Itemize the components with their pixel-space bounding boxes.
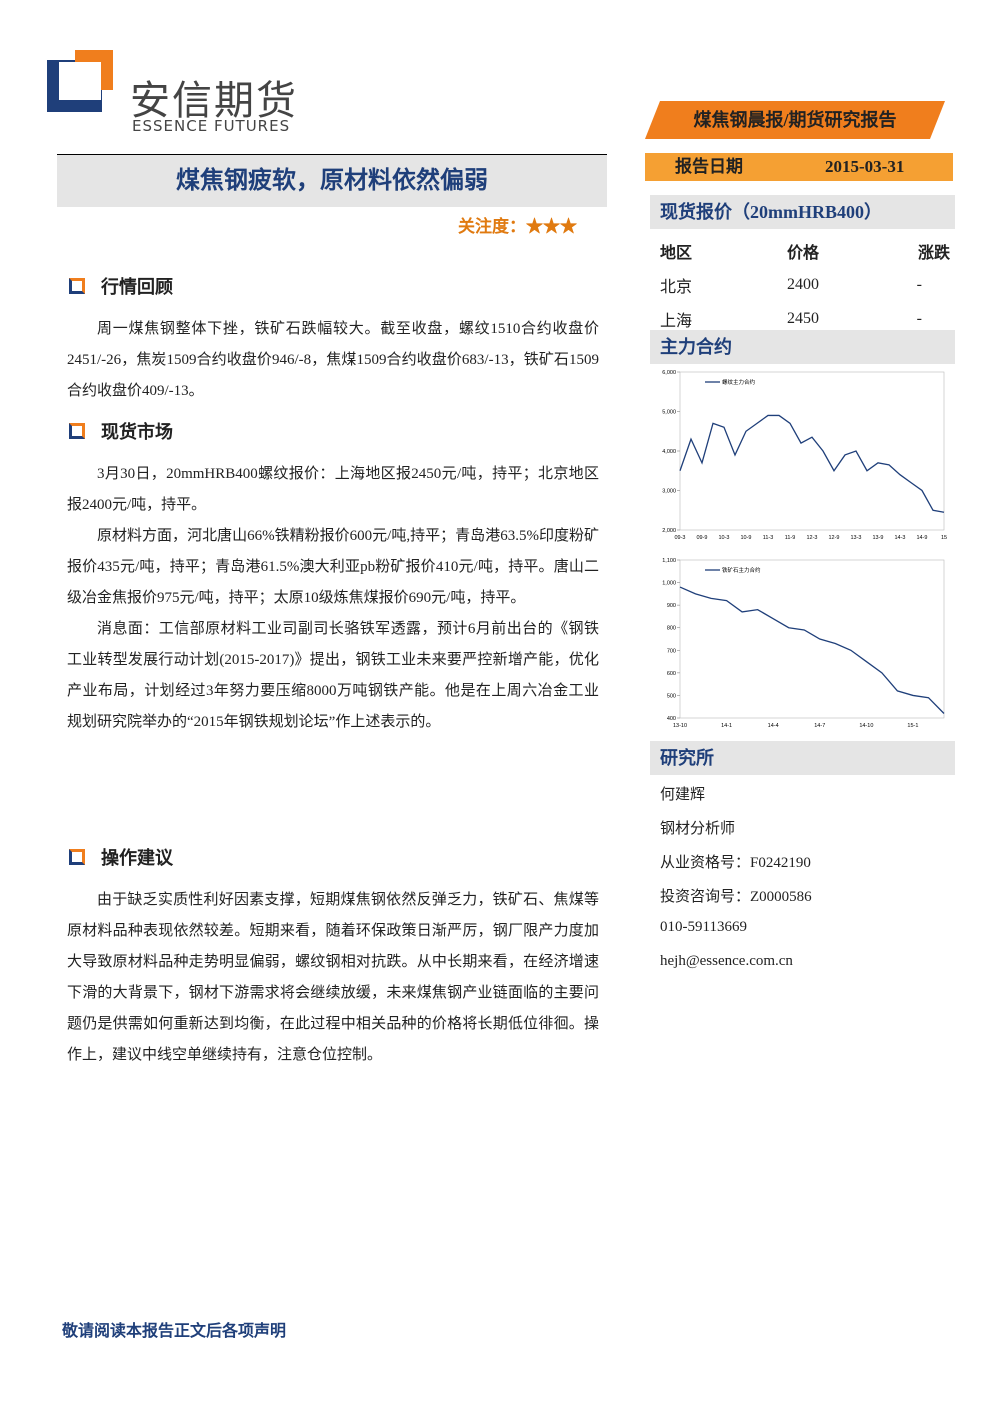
y-tick-label: 800: [667, 626, 676, 632]
contract-heading: 主力合约: [650, 330, 955, 364]
research-line: 何建辉: [660, 787, 706, 803]
x-tick-label: 14-1: [721, 723, 732, 729]
y-tick-label: 700: [667, 648, 676, 654]
date-bar: 报告日期 2015-03-31: [645, 153, 953, 181]
x-tick-label: 15: [941, 535, 947, 541]
x-tick-label: 10-9: [740, 535, 751, 541]
section-heading: 操作建议: [67, 843, 599, 873]
x-tick-label: 14-10: [859, 723, 873, 729]
cell: 上海: [660, 313, 693, 330]
x-tick-label: 14-4: [768, 723, 779, 729]
x-tick-label: 13-10: [673, 723, 687, 729]
research-line: 010-59113669: [660, 919, 747, 935]
research-line: hejh@essence.com.cn: [660, 953, 793, 969]
paragraph: 周一煤焦钢整体下挫，铁矿石跌幅较大。截至收盘，螺纹1510合约收盘价2451/-…: [67, 321, 599, 399]
section: 操作建议由于缺乏实质性利好因素支撑，短期煤焦钢依然反弹乏力，铁矿石、焦煤等原材料…: [67, 843, 599, 1071]
cell: 北京: [660, 279, 693, 296]
date-label: 报告日期: [675, 157, 743, 176]
col-head: 涨跌: [917, 245, 950, 262]
date: 2015-03-31: [825, 157, 905, 176]
y-tick-label: 900: [667, 603, 676, 609]
research-heading: 研究所: [650, 741, 955, 775]
y-tick-label: 3,000: [662, 489, 676, 495]
logo-mark: [47, 50, 113, 112]
cell: -: [916, 276, 922, 293]
chart: 2,000 3,000 4,000 5,000 6,000 09-3 09-9 10-3 10-…: [662, 370, 947, 541]
line: [679, 586, 945, 714]
research-line: 钢材分析师: [660, 821, 736, 837]
title: 煤焦钢疲软，原材料依然偏弱: [57, 154, 607, 207]
cell: 2400: [787, 276, 820, 293]
x-tick-label: 10-3: [718, 535, 729, 541]
cell: 2450: [787, 310, 820, 327]
logo-text: 安信期货: [130, 78, 298, 124]
footer: 敬请阅读本报告正文后各项声明: [62, 1323, 287, 1340]
research-line: 投资咨询号：Z0000586: [660, 889, 812, 905]
x-tick-label: 14-9: [916, 535, 927, 541]
spot-heading: 现货报价（20mmHRB400）: [650, 195, 955, 229]
cell: -: [916, 310, 922, 327]
paragraph: 3月30日，20mmHRB400螺纹报价：上海地区报2450元/吨，持平；北京地…: [67, 466, 599, 513]
paragraph: 原材料方面，河北唐山66%铁精粉报价600元/吨,持平；青岛港63.5%印度粉矿…: [67, 528, 599, 606]
x-tick-label: 09-3: [674, 535, 685, 541]
section-heading: 行情回顾: [67, 272, 599, 302]
research-line: 从业资格号：F0242190: [660, 855, 811, 871]
attention: 关注度：★★★: [458, 217, 577, 236]
section: 行情回顾周一煤焦钢整体下挫，铁矿石跌幅较大。截至收盘，螺纹1510合约收盘价24…: [67, 272, 599, 407]
y-tick-label: 5,000: [662, 410, 676, 416]
section: 现货市场 3月30日，20mmHRB400螺纹报价：上海地区报2450元/吨，持平…: [67, 417, 599, 738]
col-head: 地区: [660, 245, 693, 262]
x-tick-label: 14-7: [814, 723, 825, 729]
x-tick-label: 15-1: [907, 723, 918, 729]
spot-table: 地区 价格 涨跌 北京 2400 - 上海 2450 -: [660, 234, 950, 336]
y-tick-label: 2,000: [662, 528, 676, 534]
y-tick-label: 4,000: [662, 449, 676, 455]
y-tick-label: 1,100: [662, 558, 676, 564]
x-tick-label: 14-3: [894, 535, 905, 541]
x-tick-label: 13-9: [872, 535, 883, 541]
plot-frame: [679, 559, 945, 719]
y-tick-label: 1,000: [662, 581, 676, 587]
paragraph: 由于缺乏实质性利好因素支撑，短期煤焦钢依然反弹乏力，铁矿石、焦煤等原材料品种表现…: [67, 892, 599, 1063]
y-tick-label: 400: [667, 716, 676, 722]
chart: 400 500 600 700 800 900 1,000 1,100 13-10 14-1 14-…: [662, 558, 945, 729]
y-tick-label: 500: [667, 693, 676, 699]
x-tick-label: 09-9: [696, 535, 707, 541]
paragraph: 消息面：工信部原材料工业司副司长骆铁军透露，预计6月前出台的《钢铁工业转型发展行…: [67, 621, 599, 730]
y-tick-label: 6,000: [662, 370, 676, 376]
x-tick-label: 12-3: [806, 535, 817, 541]
section-heading: 现货市场: [67, 417, 599, 447]
line: [679, 414, 945, 513]
col-head: 价格: [787, 245, 820, 262]
x-tick-label: 11-3: [763, 535, 774, 541]
legend-label: 螺纹主力合约: [722, 378, 756, 386]
legend-label: 铁矿石主力合约: [722, 566, 761, 574]
plot-frame: [679, 371, 945, 531]
x-tick-label: 11-9: [785, 535, 796, 541]
x-tick-label: 13-3: [850, 535, 861, 541]
x-tick-label: 12-9: [828, 535, 839, 541]
y-tick-label: 600: [667, 671, 676, 677]
report-type: 煤焦钢晨报/期货研究报告: [645, 101, 945, 139]
logo-subtext: ESSENCE FUTURES: [132, 117, 291, 135]
